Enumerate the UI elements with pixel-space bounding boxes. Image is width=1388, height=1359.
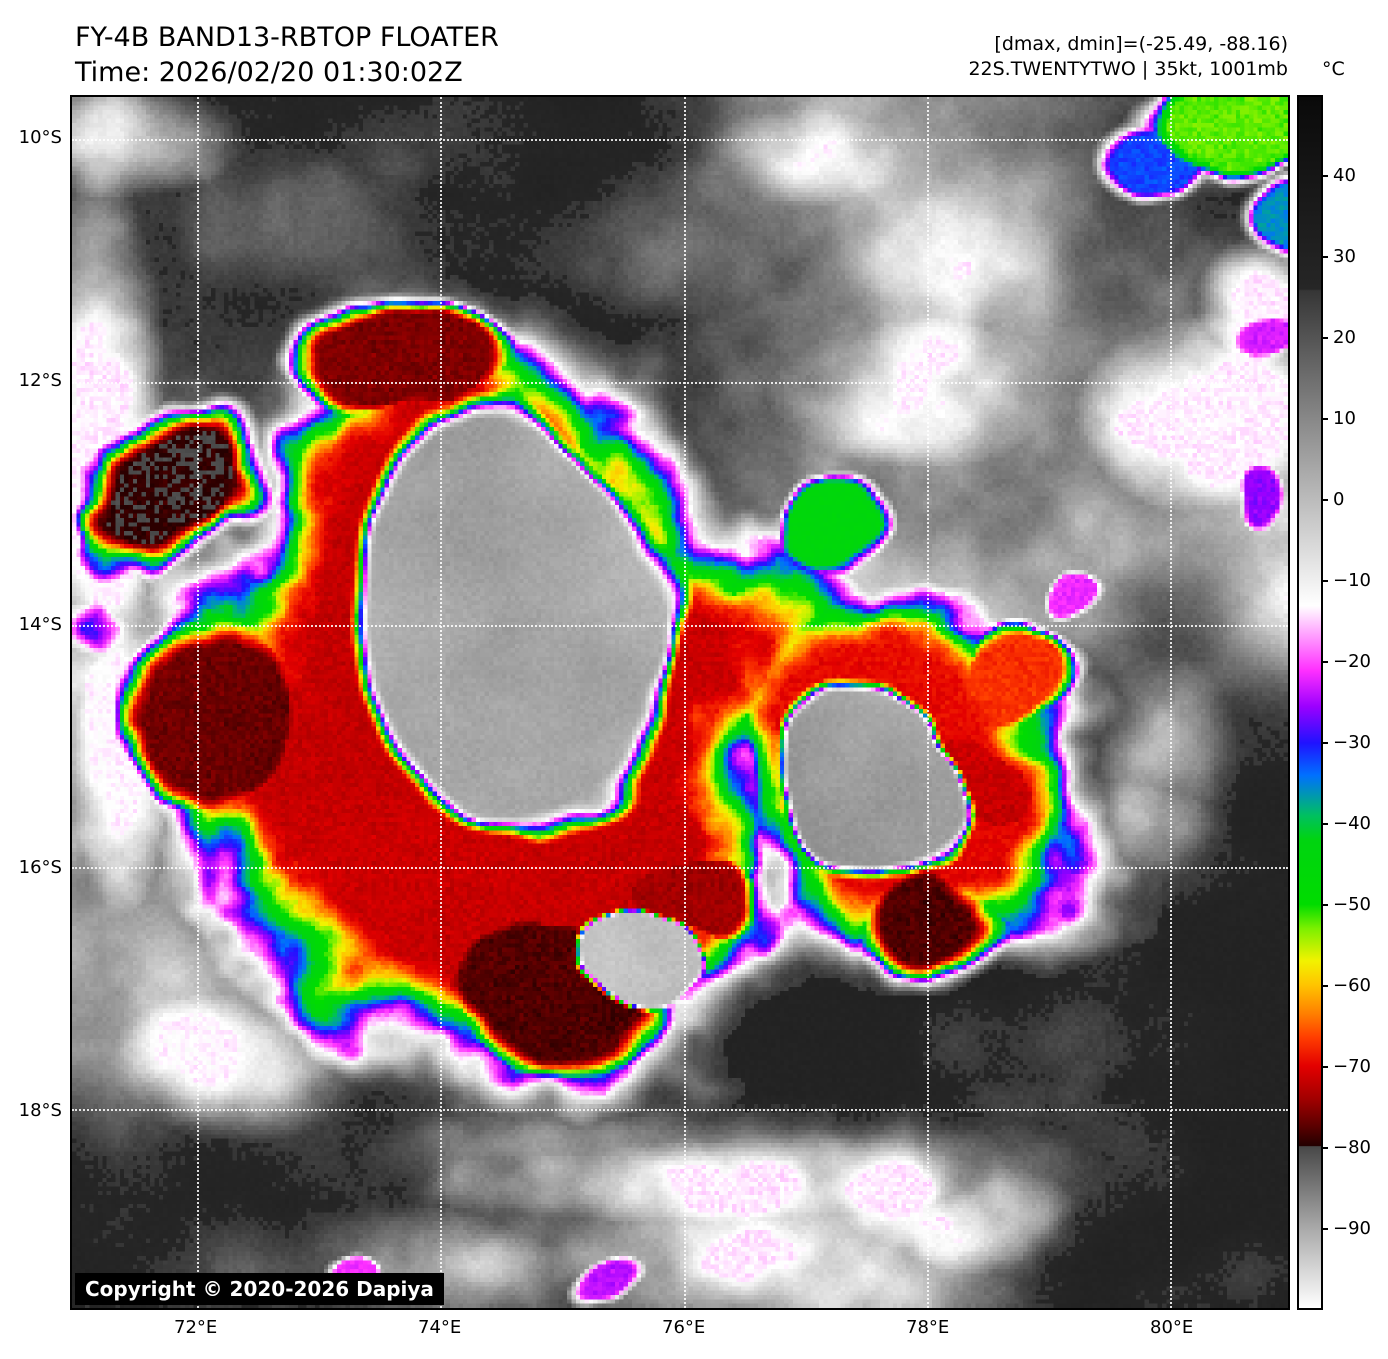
colorbar-unit-label: °C <box>1322 58 1345 80</box>
lon-label: 78°E <box>906 1317 950 1338</box>
colorbar-tick-mark <box>1323 661 1328 663</box>
colorbar-tick-label: −90 <box>1333 1218 1371 1239</box>
colorbar-tick-mark <box>1323 985 1328 987</box>
lon-label: 76°E <box>662 1317 706 1338</box>
figure-title-block: FY-4B BAND13-RBTOP FLOATER Time: 2026/02… <box>75 20 499 90</box>
colorbar-tick-label: 0 <box>1333 489 1345 510</box>
colorbar-tick-mark <box>1323 256 1328 258</box>
colorbar-tick-mark <box>1323 337 1328 339</box>
lat-label: 14°S <box>18 613 62 635</box>
lon-label: 72°E <box>174 1317 218 1338</box>
copyright-badge: Copyright © 2020-2026 Dapiya <box>75 1273 444 1305</box>
storm-info: 22S.TWENTYTWO | 35kt, 1001mb <box>968 58 1288 80</box>
satellite-canvas <box>72 97 1288 1308</box>
product-title: FY-4B BAND13-RBTOP FLOATER <box>75 22 499 53</box>
colorbar-tick-mark <box>1323 418 1328 420</box>
gridline-latitude <box>72 1109 1288 1112</box>
colorbar-tick-mark <box>1323 175 1328 177</box>
timestamp: Time: 2026/02/20 01:30:02Z <box>75 57 463 88</box>
colorbar-tick-label: −10 <box>1333 570 1371 591</box>
lat-label: 16°S <box>18 856 62 878</box>
colorbar-tick-label: −60 <box>1333 975 1371 996</box>
lat-label: 18°S <box>18 1099 62 1121</box>
colorbar-tick-label: −20 <box>1333 651 1371 672</box>
colorbar-tick-label: −80 <box>1333 1137 1371 1158</box>
gridline-longitude <box>197 97 200 1308</box>
gridline-latitude <box>72 381 1288 384</box>
colorbar-tick-mark <box>1323 904 1328 906</box>
colorbar-tick-mark <box>1323 823 1328 825</box>
colorbar-tick-label: −30 <box>1333 732 1371 753</box>
colorbar-tick-mark <box>1323 580 1328 582</box>
satellite-map: Copyright © 2020-2026 Dapiya <box>70 95 1290 1310</box>
colorbar-tick-label: 30 <box>1333 246 1356 267</box>
gridline-latitude <box>72 624 1288 627</box>
colorbar-tick-label: 20 <box>1333 327 1356 348</box>
colorbar-tick-label: 40 <box>1333 165 1356 186</box>
colorbar-tick-label: −50 <box>1333 894 1371 915</box>
colorbar-tick-label: −40 <box>1333 813 1371 834</box>
grid-overlay <box>72 97 1288 1308</box>
lon-label: 74°E <box>418 1317 462 1338</box>
gridline-latitude <box>72 139 1288 142</box>
gridline-longitude <box>440 97 443 1308</box>
header-meta: [dmax, dmin]=(-25.49, -88.16) 22S.TWENTY… <box>968 32 1288 82</box>
gridline-longitude <box>683 97 686 1308</box>
dmax-dmin-readout: [dmax, dmin]=(-25.49, -88.16) <box>994 33 1288 55</box>
lat-label: 10°S <box>18 126 62 148</box>
colorbar-tick-mark <box>1323 1147 1328 1149</box>
colorbar <box>1297 95 1323 1310</box>
colorbar-tick-label: 10 <box>1333 408 1356 429</box>
colorbar-tick-mark <box>1323 499 1328 501</box>
colorbar-tick-mark <box>1323 1066 1328 1068</box>
lat-label: 12°S <box>18 369 62 391</box>
gridline-longitude <box>1170 97 1173 1308</box>
colorbar-tick-label: −70 <box>1333 1056 1371 1077</box>
gridline-latitude <box>72 867 1288 870</box>
gridline-longitude <box>926 97 929 1308</box>
colorbar-tick-mark <box>1323 1228 1328 1230</box>
lon-label: 80°E <box>1150 1317 1194 1338</box>
colorbar-tick-mark <box>1323 742 1328 744</box>
